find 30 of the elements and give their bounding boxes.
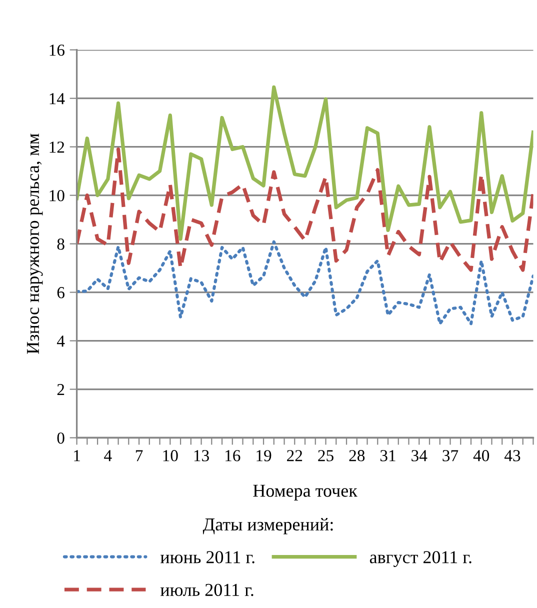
y-tick-label: 0 (57, 432, 64, 444)
x-tick-label: 31 (380, 450, 396, 462)
y-tick-label: 4 (56, 336, 65, 347)
x-tick-label: 37 (442, 450, 458, 462)
x-tick-label: 43 (504, 450, 520, 462)
y-axis-title: Износ наружного рельса, мм (27, 134, 43, 354)
x-tick-label: 10 (163, 450, 178, 462)
x-tick-label: 13 (194, 450, 209, 462)
legend-label: июнь 2011 г. (160, 551, 254, 564)
x-tick-label: 16 (226, 450, 240, 462)
y-tick-label: 6 (57, 287, 64, 298)
x-tick-label: 28 (349, 450, 365, 462)
x-tick-label: 22 (287, 450, 302, 462)
y-tick-label: 14 (50, 93, 65, 104)
y-tick-label: 16 (50, 44, 64, 56)
x-axis-title: Номера точек (253, 484, 358, 500)
legend-label: август 2011 г. (370, 551, 472, 568)
x-tick-label: 34 (412, 450, 428, 462)
y-tick-label: 10 (50, 190, 64, 202)
x-tick-label: 19 (256, 450, 272, 462)
y-tick-label: 12 (50, 142, 64, 153)
x-tick-label: 25 (318, 450, 334, 462)
x-tick-label: 7 (136, 450, 143, 462)
x-tick-label: 40 (473, 450, 490, 462)
y-tick-label: 2 (57, 384, 64, 396)
x-tick-label: 1 (74, 450, 80, 462)
legend-title: Даты измерений: (202, 518, 333, 534)
y-tick-label: 8 (57, 238, 64, 250)
legend-label: июль 2011 г. (160, 584, 254, 596)
x-tick-label: 4 (104, 450, 112, 462)
